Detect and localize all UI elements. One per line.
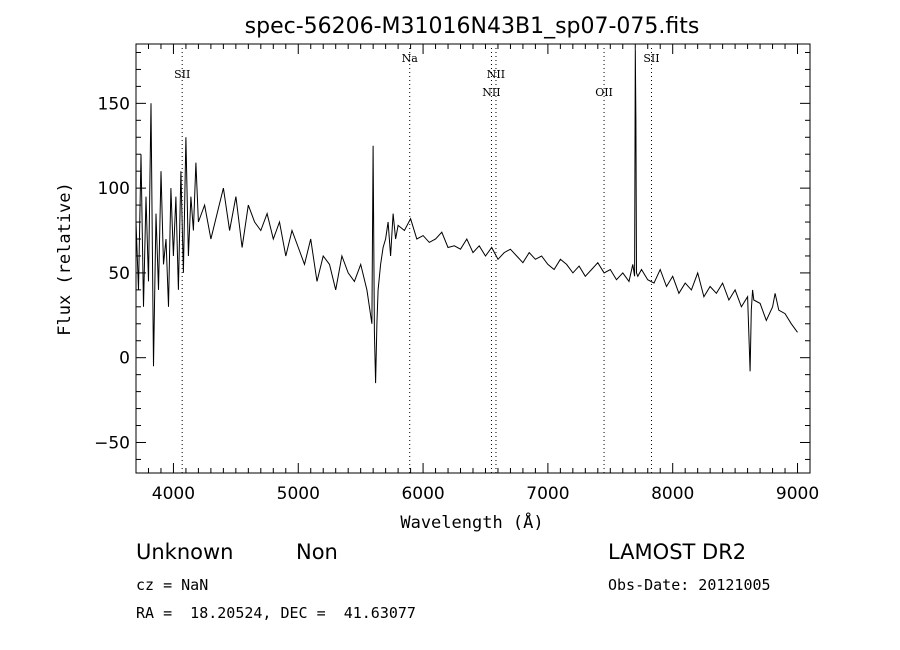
y-tick-label: 100 — [98, 179, 130, 199]
line-marker-label: OII — [595, 86, 613, 99]
spectrum-series-line — [135, 49, 798, 384]
redshift-text: cz = NaN — [136, 576, 209, 594]
object-type-label: Unknown — [136, 540, 234, 564]
plot-frame — [135, 43, 811, 474]
y-axis-label: Flux (relative) — [55, 182, 75, 336]
x-axis: 4000 5000 6000 7000 8000 9000 — [135, 44, 819, 504]
object-subclass-label: Non — [296, 540, 338, 564]
obs-date-text: Obs-Date: 20121005 — [608, 576, 771, 594]
y-tick-label: −50 — [94, 433, 130, 453]
x-axis-label: Wavelength (Å) — [400, 511, 543, 533]
y-tick-label: 150 — [98, 94, 130, 114]
y-tick-label: 0 — [119, 349, 130, 369]
line-marker-label: SII — [643, 52, 659, 65]
x-tick-label: 4000 — [152, 484, 195, 504]
y-tick-label: 50 — [108, 264, 130, 284]
y-axis: −50 0 50 100 150 — [94, 51, 810, 460]
chart-title: spec-56206-M31016N43B1_sp07-075.fits — [245, 14, 700, 39]
coordinates-text: RA = 18.20524, DEC = 41.63077 — [136, 604, 416, 622]
x-tick-label: 7000 — [526, 484, 569, 504]
x-tick-label: 8000 — [651, 484, 694, 504]
line-marker-label: SII — [174, 68, 190, 81]
x-tick-label: 6000 — [401, 484, 444, 504]
x-tick-label: 5000 — [277, 484, 320, 504]
line-marker-label: Na — [402, 52, 419, 65]
survey-label: LAMOST DR2 — [608, 540, 747, 564]
x-tick-label: 9000 — [776, 484, 819, 504]
line-marker-label: NII — [482, 86, 500, 99]
line-marker-label: NII — [487, 68, 505, 81]
line-markers: SII Na NII NII OII SII — [174, 48, 660, 473]
